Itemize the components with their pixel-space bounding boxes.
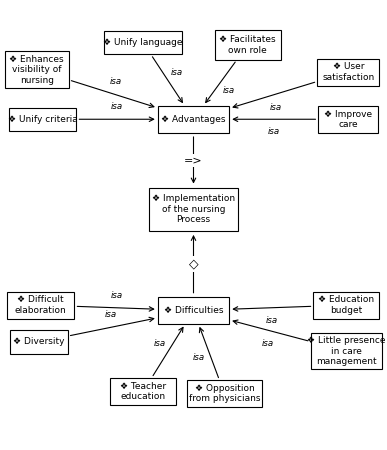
FancyBboxPatch shape bbox=[104, 31, 182, 54]
FancyBboxPatch shape bbox=[110, 378, 176, 405]
Text: ◇: ◇ bbox=[189, 257, 198, 270]
FancyBboxPatch shape bbox=[318, 106, 378, 133]
Text: ❖ Opposition
from physicians: ❖ Opposition from physicians bbox=[189, 384, 260, 404]
Text: ❖ Advantages: ❖ Advantages bbox=[161, 115, 226, 124]
FancyBboxPatch shape bbox=[9, 108, 77, 131]
Text: ❖ Education
budget: ❖ Education budget bbox=[318, 295, 375, 315]
Text: ❖ Implementation
of the nursing
Process: ❖ Implementation of the nursing Process bbox=[152, 194, 235, 224]
Text: ❖ Unify criteria: ❖ Unify criteria bbox=[8, 115, 77, 124]
FancyBboxPatch shape bbox=[7, 292, 74, 319]
Text: isa: isa bbox=[222, 86, 235, 95]
Text: isa: isa bbox=[110, 291, 123, 300]
Text: ❖ Diversity: ❖ Diversity bbox=[13, 338, 65, 346]
Text: =>: => bbox=[184, 155, 203, 165]
Text: isa: isa bbox=[105, 310, 117, 319]
Text: isa: isa bbox=[110, 77, 122, 86]
Text: isa: isa bbox=[268, 127, 280, 136]
Text: ❖ Teacher
education: ❖ Teacher education bbox=[120, 382, 166, 401]
Text: isa: isa bbox=[270, 103, 282, 112]
FancyBboxPatch shape bbox=[317, 58, 379, 86]
FancyBboxPatch shape bbox=[310, 333, 382, 369]
FancyBboxPatch shape bbox=[187, 380, 262, 407]
Text: isa: isa bbox=[111, 102, 123, 111]
Text: ❖ Difficult
elaboration: ❖ Difficult elaboration bbox=[15, 295, 67, 315]
FancyBboxPatch shape bbox=[149, 188, 238, 230]
Text: isa: isa bbox=[262, 338, 274, 347]
Text: isa: isa bbox=[265, 316, 278, 325]
Text: isa: isa bbox=[154, 339, 166, 348]
FancyBboxPatch shape bbox=[10, 330, 68, 354]
Text: isa: isa bbox=[193, 353, 205, 362]
FancyBboxPatch shape bbox=[158, 106, 229, 133]
Text: ❖ Difficulties: ❖ Difficulties bbox=[164, 306, 223, 315]
Text: ❖ Unify language: ❖ Unify language bbox=[103, 38, 183, 47]
Text: ❖ Facilitates
own role: ❖ Facilitates own role bbox=[219, 35, 276, 55]
Text: ❖ Enhances
visibility of
nursing: ❖ Enhances visibility of nursing bbox=[9, 55, 64, 85]
FancyBboxPatch shape bbox=[215, 30, 281, 60]
Text: ❖ Little presence
in care
management: ❖ Little presence in care management bbox=[307, 336, 385, 366]
FancyBboxPatch shape bbox=[5, 51, 69, 88]
FancyBboxPatch shape bbox=[313, 292, 379, 319]
Text: ❖ User
satisfaction: ❖ User satisfaction bbox=[322, 62, 375, 82]
FancyBboxPatch shape bbox=[158, 297, 229, 324]
Text: isa: isa bbox=[170, 68, 182, 77]
Text: ❖ Improve
care: ❖ Improve care bbox=[324, 109, 372, 129]
